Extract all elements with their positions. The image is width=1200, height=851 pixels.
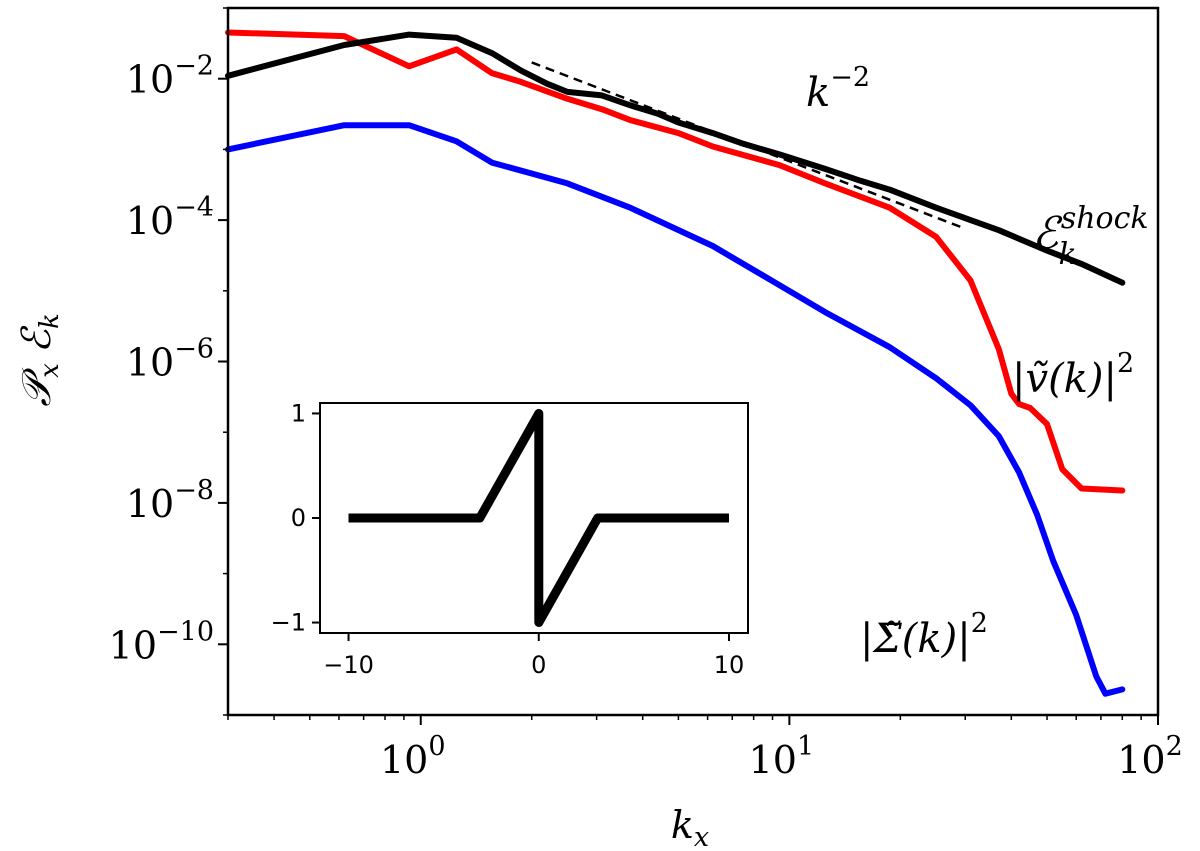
x-tick-label: 102 [1117,731,1183,782]
y-tick-label: 10−10 [109,616,214,667]
y-tick-label: 10−2 [126,51,214,102]
shock-spectrum-label: ℰkshock [1032,201,1149,272]
inset-y-tick-label: 1 [291,399,306,427]
inset-x-tick-label: 0 [531,651,546,679]
y-tick-label: 10−4 [126,192,214,243]
inset-series-line [348,409,729,627]
slope-annotation: k−2 [806,62,870,116]
inset-y-tick-label: 0 [291,504,306,532]
series-line-surface-density-spectrum [225,122,1126,697]
x-axis-label: kx [671,803,709,851]
inset-series-group [348,409,729,627]
x-tick-label: 100 [380,731,446,782]
surface-density-spectrum-label: |Σ̃(k)|2 [860,608,988,662]
inset-y-tick-label: −1 [271,609,306,637]
inset-x-tick-label: 10 [714,651,745,679]
series-line-velocity-spectrum [225,29,1126,494]
y-tick-label: 10−6 [126,334,214,385]
inset-x-tick-label: −10 [323,651,374,679]
velocity-spectrum-label: |ṽ(k)|2 [1012,348,1134,402]
y-axis-label: 𝒫xℰk [14,313,65,407]
series-line-shock-energy-spectrum [225,31,1126,286]
x-tick-label: 101 [749,731,815,782]
y-tick-label: 10−8 [126,475,214,526]
main-series-group [225,29,1126,697]
